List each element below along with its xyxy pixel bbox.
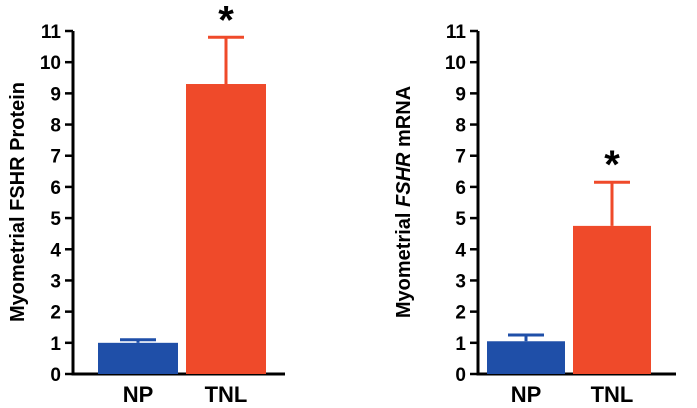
y-tick-label: 3: [455, 271, 466, 292]
bar-tnl: [573, 225, 651, 374]
y-tick-label: 5: [50, 209, 61, 230]
bar-np: [487, 341, 565, 374]
y-tick-label: 10: [40, 53, 61, 74]
y-tick-label: 4: [50, 240, 61, 261]
y-tick-label: 2: [50, 303, 61, 324]
y-tick-label: 6: [50, 178, 61, 199]
bar-tnl: [186, 84, 266, 374]
y-tick-label: 7: [50, 147, 61, 168]
y-axis-title-gene: FSHR: [393, 152, 415, 207]
chart-fshr-mrna: Myometrial FSHR mRNA 0 1 2 3 4 5 6 7 8 9 10 11 NP TNL…: [393, 22, 676, 407]
y-tick-label: 11: [446, 22, 467, 43]
y-tick-label: 10: [445, 53, 466, 74]
x-category-label: NP: [123, 382, 154, 407]
bar-np: [98, 342, 178, 374]
y-tick-label: 8: [50, 116, 61, 137]
y-tick-label: 7: [455, 147, 466, 168]
chart-fshr-protein: Myometrial FSHR Protein 0 1 2 3 4 5 6 7 8 9 10 11 NP…: [7, 0, 285, 407]
y-tick-label: 9: [50, 84, 61, 105]
y-tick-label: 3: [50, 271, 61, 292]
y-axis-title: Myometrial FSHR mRNA: [393, 86, 415, 318]
y-tick-label: 0: [455, 365, 466, 386]
y-tick-label: 1: [455, 334, 466, 355]
y-tick-label: 2: [455, 303, 466, 324]
y-axis-title-part: Myometrial: [393, 207, 415, 318]
x-category-label: TNL: [591, 382, 634, 407]
y-tick-label: 9: [455, 84, 466, 105]
y-axis-title: Myometrial FSHR Protein: [7, 82, 29, 322]
y-tick-label: 0: [50, 365, 61, 386]
y-tick-label: 11: [41, 22, 62, 43]
y-tick-label: 1: [50, 334, 61, 355]
y-axis-title-part: mRNA: [393, 86, 415, 153]
significance-asterisk: *: [604, 143, 620, 187]
significance-asterisk: *: [218, 0, 234, 42]
x-category-label: TNL: [205, 382, 248, 407]
y-tick-label: 4: [455, 240, 466, 261]
y-tick-label: 6: [455, 178, 466, 199]
y-tick-label: 5: [455, 209, 466, 230]
x-category-label: NP: [511, 382, 542, 407]
y-tick-label: 8: [455, 116, 466, 137]
